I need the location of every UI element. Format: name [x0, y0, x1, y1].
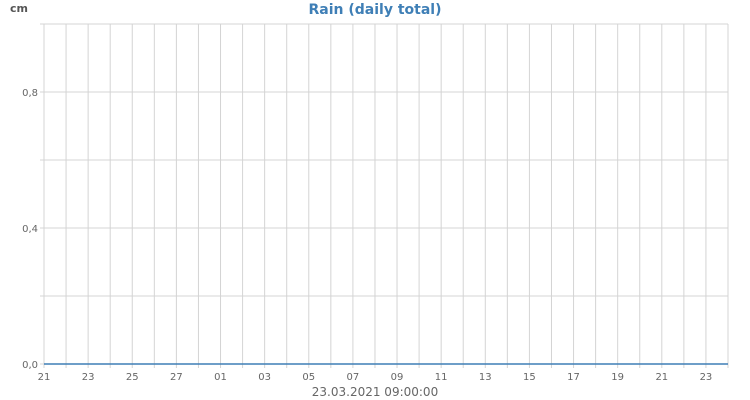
vertical-grid	[43, 24, 729, 368]
x-tick-label: 07	[347, 372, 360, 383]
y-tick-label: 0,8	[22, 88, 38, 99]
y-tick-label: 0,4	[22, 224, 38, 235]
y-tick-label: 0,0	[22, 360, 38, 371]
x-tick-label: 03	[258, 372, 271, 383]
x-tick-label: 11	[435, 372, 448, 383]
x-tick-label: 25	[126, 372, 139, 383]
x-tick-label: 09	[391, 372, 404, 383]
x-tick-label: 17	[567, 372, 580, 383]
x-tick-labels: 21 23 25 27 01 03 05 07 09 11 13 15 17 19 21 23	[38, 372, 713, 383]
x-axis-label: 23.03.2021 09:00:00	[311, 385, 439, 399]
x-tick-label: 27	[170, 372, 183, 383]
x-tick-label: 21	[38, 372, 51, 383]
x-tick-label: 19	[611, 372, 624, 383]
y-tick-labels: 0,0 0,4 0,8	[22, 88, 38, 371]
x-tick-label: 01	[214, 372, 227, 383]
x-tick-label: 21	[655, 372, 668, 383]
x-tick-label: 13	[479, 372, 492, 383]
horizontal-grid	[40, 23, 728, 365]
chart-title: Rain (daily total)	[308, 2, 442, 18]
x-tick-label: 23	[700, 372, 713, 383]
x-tick-label: 05	[302, 372, 315, 383]
x-tick-label: 23	[82, 372, 95, 383]
y-axis-unit: cm	[10, 2, 28, 15]
x-tick-label: 15	[523, 372, 536, 383]
